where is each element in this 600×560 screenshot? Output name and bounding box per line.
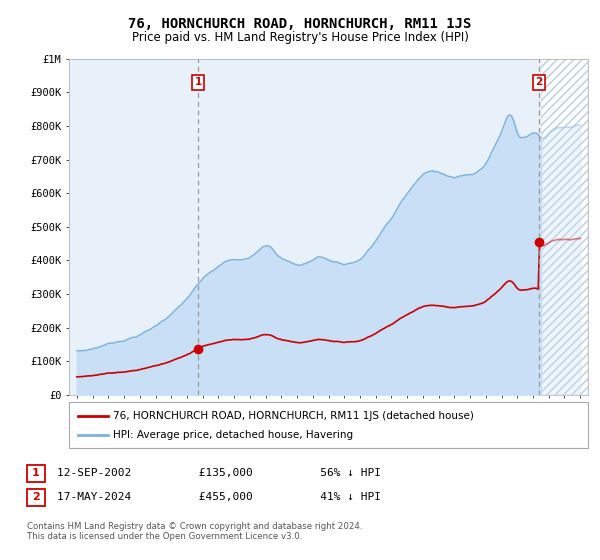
Text: 2: 2 xyxy=(535,77,542,87)
Bar xyxy=(69,59,541,395)
Text: 1: 1 xyxy=(32,468,40,478)
Text: 12-SEP-2002          £135,000          56% ↓ HPI: 12-SEP-2002 £135,000 56% ↓ HPI xyxy=(57,468,381,478)
Text: Contains HM Land Registry data © Crown copyright and database right 2024.
This d: Contains HM Land Registry data © Crown c… xyxy=(27,522,362,542)
Text: Price paid vs. HM Land Registry's House Price Index (HPI): Price paid vs. HM Land Registry's House … xyxy=(131,31,469,44)
Text: 76, HORNCHURCH ROAD, HORNCHURCH, RM11 1JS (detached house): 76, HORNCHURCH ROAD, HORNCHURCH, RM11 1J… xyxy=(113,411,473,421)
Text: 17-MAY-2024          £455,000          41% ↓ HPI: 17-MAY-2024 £455,000 41% ↓ HPI xyxy=(57,492,381,502)
Text: 2: 2 xyxy=(32,492,40,502)
Text: HPI: Average price, detached house, Havering: HPI: Average price, detached house, Have… xyxy=(113,430,353,440)
Bar xyxy=(541,59,588,395)
Text: 1: 1 xyxy=(194,77,202,87)
Text: 76, HORNCHURCH ROAD, HORNCHURCH, RM11 1JS: 76, HORNCHURCH ROAD, HORNCHURCH, RM11 1J… xyxy=(128,17,472,31)
